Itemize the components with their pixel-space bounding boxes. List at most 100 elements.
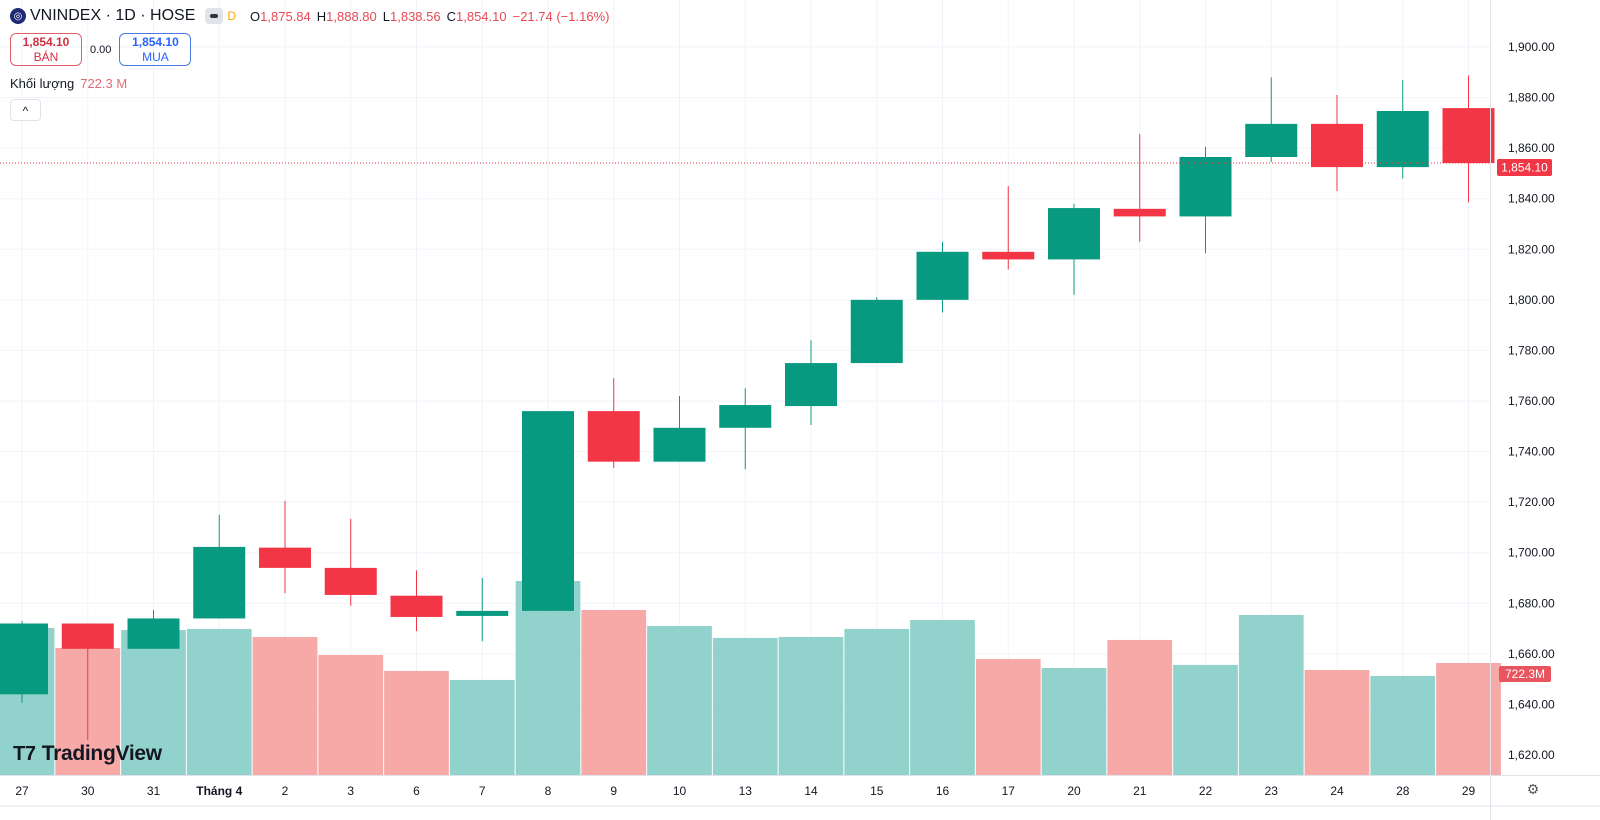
price-tick-label: 1,700.00: [1508, 546, 1555, 560]
volume-bar: [515, 581, 581, 775]
candle-body: [1048, 208, 1100, 260]
volume-bar: [121, 630, 186, 775]
candle-body: [324, 567, 377, 595]
last-price-label: 1,854.10: [1501, 161, 1548, 175]
exchange-logo-icon: ◎: [10, 8, 26, 24]
collapse-legend-button[interactable]: ^: [10, 99, 41, 121]
price-tick-label: 1,840.00: [1508, 192, 1555, 206]
volume-legend[interactable]: Khối lượng 722.3 M: [10, 76, 127, 91]
volume-bar: [1436, 663, 1501, 775]
time-tick-label: 7: [479, 784, 486, 798]
symbol-legend: ◎ VNINDEX · 1D · HOSE D O1,875.84 H1,888…: [10, 7, 609, 25]
time-tick-label: 2: [282, 784, 289, 798]
time-tick-label: 29: [1462, 784, 1476, 798]
price-tick-label: 1,760.00: [1508, 394, 1555, 408]
sell-button[interactable]: 1,854.10 BÁN: [10, 33, 82, 66]
candle-body: [456, 610, 509, 616]
candle-body: [982, 251, 1035, 260]
candle-body: [1376, 110, 1429, 168]
time-tick-label: 31: [147, 784, 161, 798]
price-tick-label: 1,660.00: [1508, 647, 1555, 661]
ohlc-open: O1,875.84: [250, 8, 311, 24]
market-status-icon[interactable]: [205, 8, 224, 24]
buy-label: MUA: [142, 50, 169, 64]
tradingview-wordmark: TradingView: [41, 742, 162, 765]
symbol-title[interactable]: VNINDEX · 1D · HOSE: [30, 7, 196, 24]
sell-price: 1,854.10: [22, 35, 70, 49]
price-tick-label: 1,880.00: [1508, 91, 1555, 105]
candle-body: [587, 411, 640, 462]
volume-bar: [1041, 668, 1107, 775]
time-tick-label: 16: [936, 784, 950, 798]
candle-body: [653, 427, 706, 462]
buy-price: 1,854.10: [132, 35, 179, 49]
volume-bar: [975, 659, 1041, 775]
ohlc-low: L1,838.56: [382, 8, 441, 24]
time-tick-label: 28: [1396, 784, 1410, 798]
candle-body: [850, 299, 903, 364]
price-tick-label: 1,720.00: [1508, 495, 1555, 509]
candle-body: [522, 411, 574, 611]
price-tick-label: 1,860.00: [1508, 141, 1555, 155]
time-tick-label: 13: [739, 784, 753, 798]
volume-value: 722.3 M: [80, 76, 128, 91]
volume-label: Khối lượng: [10, 76, 75, 91]
ohlc-close: C1,854.10: [446, 8, 507, 24]
candle-body: [193, 546, 246, 619]
time-tick-label: 14: [804, 784, 818, 798]
time-tick-label: 6: [413, 784, 420, 798]
candle-body: [1442, 108, 1495, 164]
volume-bar: [1173, 664, 1238, 775]
time-tick-label: 23: [1265, 784, 1279, 798]
time-tick-label: 9: [610, 784, 617, 798]
volume-bar: [449, 679, 515, 775]
volume-bar: [844, 628, 910, 775]
volume-bar: [1304, 670, 1370, 775]
sell-label: BÁN: [33, 50, 59, 64]
price-tick-label: 1,740.00: [1508, 445, 1555, 459]
candle-body: [127, 618, 180, 649]
price-tick-label: 1,640.00: [1508, 697, 1555, 711]
chevron-up-icon: ^: [22, 104, 29, 118]
gear-icon[interactable]: ⚙: [1526, 781, 1540, 797]
time-tick-label: 8: [545, 784, 552, 798]
time-tick-label: 10: [673, 784, 687, 798]
candle-body: [61, 623, 114, 649]
tradingview-logo-icon: T7: [13, 742, 36, 765]
ohlc-high: H1,888.80: [316, 8, 377, 24]
last-volume-label: 722.3M: [1505, 667, 1545, 681]
candle-body: [916, 251, 969, 300]
candle-body: [1311, 123, 1363, 168]
last-price-tag: [1497, 159, 1552, 177]
candle-body: [390, 595, 443, 617]
candle-body: [719, 405, 772, 428]
candle-body: [1179, 156, 1232, 217]
trade-buttons: 1,854.10 BÁN 0.00 1,854.10 MUA: [10, 33, 192, 66]
volume-bar: [252, 636, 318, 775]
volume-bar: [1107, 639, 1173, 775]
candle-body: [1245, 123, 1298, 157]
candle-body: [785, 363, 837, 407]
price-change: −21.74 (−1.16%): [512, 8, 610, 24]
volume-bar: [318, 654, 384, 775]
interval-flag: D: [227, 9, 237, 23]
tradingview-logo[interactable]: T7 TradingView: [13, 742, 162, 766]
candle-body: [0, 623, 48, 695]
volume-bar: [581, 610, 647, 775]
volume-bar: [712, 637, 778, 775]
buy-button[interactable]: 1,854.10 MUA: [119, 33, 192, 66]
time-tick-label: 3: [347, 784, 354, 798]
volume-bar: [1370, 675, 1436, 775]
time-tick-label: 17: [1002, 784, 1016, 798]
price-tick-label: 1,780.00: [1508, 343, 1555, 357]
volume-bar: [1238, 614, 1304, 775]
time-tick-label: 20: [1067, 784, 1081, 798]
price-tick-label: 1,680.00: [1508, 596, 1555, 610]
time-tick-label: 22: [1199, 784, 1213, 798]
spread-value: 0.00: [90, 43, 112, 56]
candle-body: [1113, 208, 1166, 217]
time-tick-label: 15: [870, 784, 884, 798]
last-volume-tag: [1499, 666, 1551, 682]
volume-bar: [186, 628, 252, 775]
